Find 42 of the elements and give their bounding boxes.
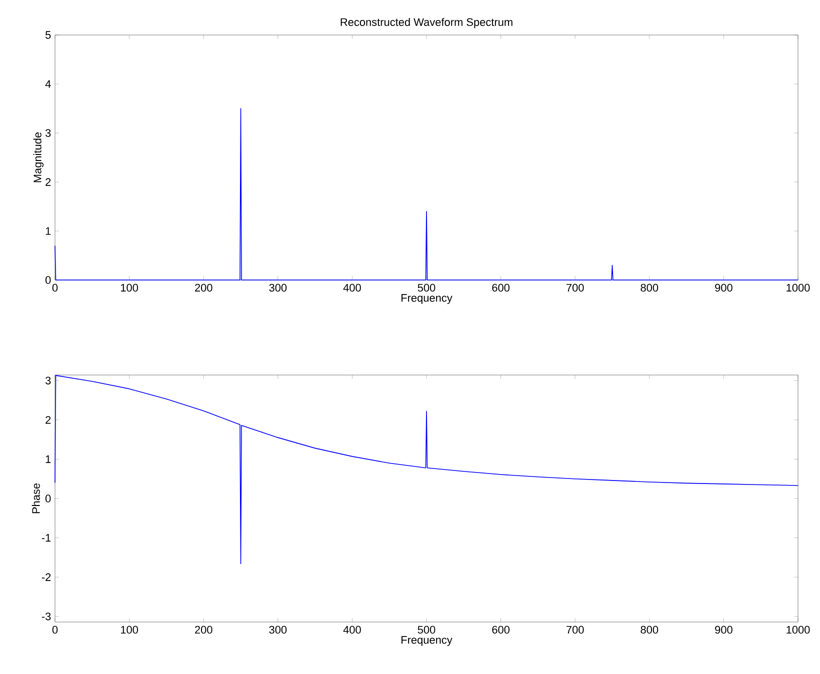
y-tick-label: -3 [42,612,51,620]
y-axis-title: Magnitude [33,132,44,182]
line-series [54,108,798,280]
x-axis-title: Frequency [402,636,452,646]
x-tick-label: 1000 [786,284,810,292]
y-tick-label: 2 [46,416,51,424]
x-tick-label: 800 [640,626,658,634]
x-tick-label: 1000 [786,626,810,634]
y-tick-label: 1 [46,227,51,235]
x-tick-label: 500 [418,284,436,292]
line-series [54,375,798,564]
x-tick-label: 300 [269,626,287,634]
x-tick-label: 400 [343,284,361,292]
x-tick-label: 600 [492,626,510,634]
y-tick-label: 0 [45,276,51,284]
chart-title: Reconstructed Waveform Spectrum [340,18,512,28]
x-tick-label: 200 [195,626,212,634]
x-tick-label: 900 [715,626,732,634]
y-tick-label: 3 [45,376,51,384]
y-tick-label: 2 [46,178,51,186]
y-tick-label: -2 [42,573,51,581]
x-tick-label: 100 [120,284,138,292]
x-tick-label: 100 [120,626,138,634]
x-tick-label: 900 [715,284,732,292]
y-tick-label: 5 [45,31,51,39]
y-tick-label: -1 [42,534,51,542]
x-tick-label: 0 [52,626,58,634]
x-tick-label: 200 [195,284,212,292]
x-tick-label: 700 [566,626,584,634]
x-tick-label: 0 [52,284,58,292]
x-tick-label: 800 [640,284,658,292]
y-tick-label: 0 [45,494,51,502]
x-tick-label: 700 [566,284,584,292]
x-tick-label: 300 [269,284,287,292]
y-tick-label: 3 [45,129,51,137]
y-tick-label: 1 [46,455,51,463]
x-tick-label: 400 [343,626,361,634]
x-tick-label: 600 [492,284,510,292]
y-tick-label: 4 [45,80,51,88]
x-tick-label: 500 [418,626,436,634]
x-axis-title: Frequency [402,294,452,304]
y-axis-title: Phase [32,483,40,514]
